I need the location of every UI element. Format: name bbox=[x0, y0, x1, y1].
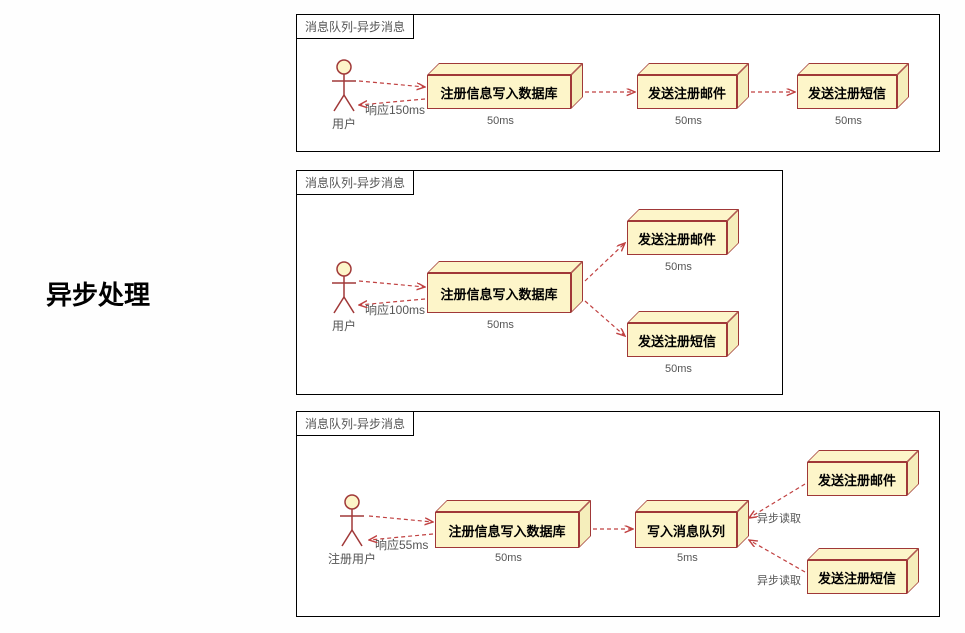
async-1: 异步读取 bbox=[757, 510, 801, 526]
page-title: 异步处理 bbox=[46, 275, 150, 312]
user-label-3: 注册用户 bbox=[327, 550, 377, 567]
resp-1: 响应150ms bbox=[365, 101, 425, 118]
panel-3: 消息队列-异步消息 注册用户 注册信息写入数据库 50ms 写入消息队列 5ms… bbox=[296, 411, 940, 617]
stick-figure-1: 用户 bbox=[329, 59, 359, 132]
time-p2-0: 50ms bbox=[487, 319, 514, 331]
stick-figure-2: 用户 bbox=[329, 261, 359, 334]
panel-2: 消息队列-异步消息 用户 注册信息写入数据库 50ms 发送注册邮件 50ms … bbox=[296, 170, 783, 395]
time-p1-2: 50ms bbox=[835, 115, 862, 127]
time-p2-2: 50ms bbox=[665, 363, 692, 375]
stick-figure-3: 注册用户 bbox=[337, 494, 377, 567]
panel-3-tab: 消息队列-异步消息 bbox=[296, 411, 414, 436]
user-label-1: 用户 bbox=[329, 115, 359, 132]
async-2: 异步读取 bbox=[757, 572, 801, 588]
time-p1-0: 50ms bbox=[487, 115, 514, 127]
time-p2-1: 50ms bbox=[665, 261, 692, 273]
panel-1-tab: 消息队列-异步消息 bbox=[296, 14, 414, 39]
time-p3-1: 5ms bbox=[677, 552, 698, 564]
panel-1: 消息队列-异步消息 用户 注册信息写入数据库 50ms 发送注册邮件 50ms … bbox=[296, 14, 940, 152]
time-p3-0: 50ms bbox=[495, 552, 522, 564]
user-label-2: 用户 bbox=[329, 317, 359, 334]
panel-2-tab: 消息队列-异步消息 bbox=[296, 170, 414, 195]
resp-2: 响应100ms bbox=[365, 301, 425, 318]
resp-3: 响应55ms bbox=[375, 536, 428, 553]
time-p1-1: 50ms bbox=[675, 115, 702, 127]
